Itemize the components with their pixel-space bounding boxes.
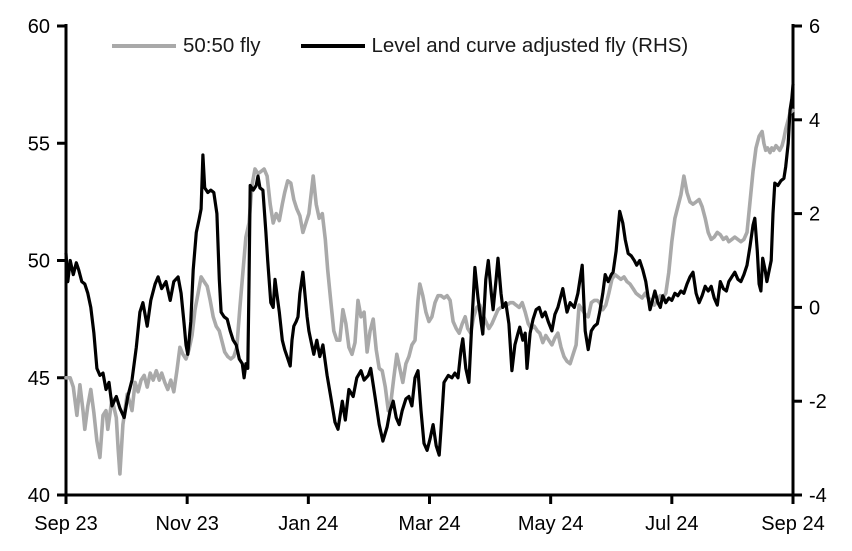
right-axis-tick-label: -2: [809, 391, 827, 413]
left-axis-tick-label: 60: [28, 16, 50, 38]
left-axis-tick-label: 40: [28, 485, 50, 507]
x-axis-tick-label: Jul 24: [645, 513, 698, 535]
left-axis-tick-label: 55: [28, 133, 50, 155]
x-axis-tick-label: Jan 24: [278, 513, 338, 535]
legend-item-5050-fly: 50:50 fly: [112, 34, 261, 58]
right-axis-tick-label: 4: [809, 110, 820, 132]
right-axis-tick-label: 6: [809, 16, 820, 38]
x-axis-tick-label: Sep 23: [34, 513, 97, 535]
legend-line-sample-level-curve-adjusted-fly: [300, 44, 365, 48]
x-axis-tick-label: Sep 24: [761, 513, 824, 535]
x-axis-tick-label: Nov 23: [155, 513, 218, 535]
legend-label-5050-fly: 50:50 fly: [183, 34, 261, 57]
left-axis-tick-label: 50: [28, 251, 50, 273]
x-axis-tick-label: Mar 24: [398, 513, 460, 535]
left-axis-tick-label: 45: [28, 368, 50, 390]
right-axis-tick-label: -4: [809, 485, 827, 507]
x-axis-tick-label: May 24: [518, 513, 584, 535]
legend: 50:50 fly Level and curve adjusted fly (…: [112, 34, 688, 58]
legend-label-level-curve-adjusted-fly: Level and curve adjusted fly (RHS): [371, 34, 689, 57]
legend-item-level-curve-adjusted-fly: Level and curve adjusted fly (RHS): [300, 34, 689, 58]
series-line-level-curve-adjusted-fly: [64, 82, 795, 457]
right-axis-tick-label: 2: [809, 204, 820, 226]
legend-line-sample-5050-fly: [112, 44, 176, 48]
right-axis-tick-label: 0: [809, 297, 820, 319]
